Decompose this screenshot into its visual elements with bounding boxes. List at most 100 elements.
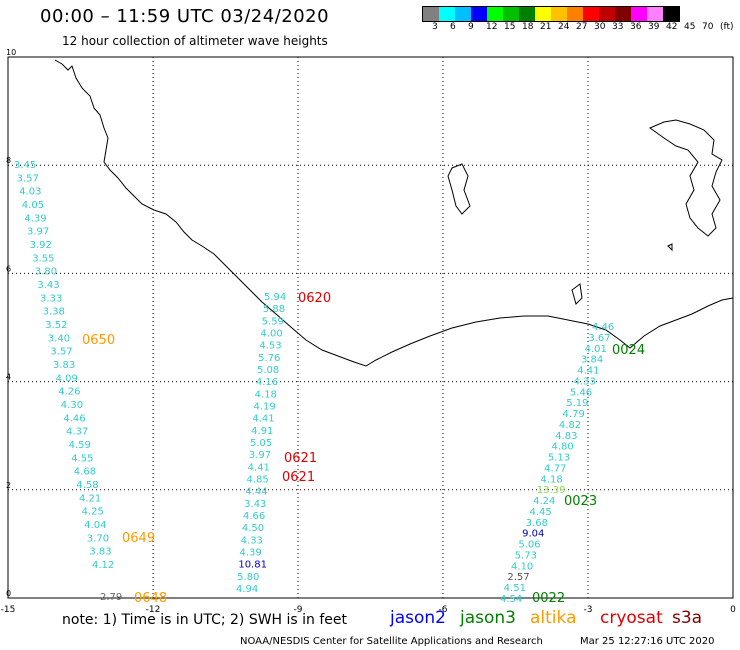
pass-track-0620: 5.945.885.59 4.004.535.765.084.164.18 4.19… — [236, 292, 286, 595]
wave-height-value: 4.77 — [544, 463, 566, 474]
color-scale-label: 27 — [576, 22, 588, 32]
y-tick-label: 4 — [6, 373, 11, 382]
wave-height-value: 4.59 — [69, 440, 91, 451]
color-swatch — [487, 7, 503, 21]
wave-height-value: 4.26 — [58, 387, 80, 398]
pass-time-label: 0621 — [284, 451, 317, 466]
pass-track-0024: 4.463.674.013.844.414.335.465.194.794.82… — [500, 322, 614, 605]
y-tick-label: 8 — [6, 156, 11, 165]
color-scale-label: (ft) — [720, 22, 734, 32]
color-swatch — [567, 7, 583, 21]
map-frame — [7, 56, 734, 599]
wave-height-value: 4.09 — [56, 373, 78, 384]
wave-height-value: 4.39 — [240, 548, 262, 559]
wave-height-value: 5.80 — [237, 572, 259, 583]
pass-time-label: 0649 — [122, 531, 155, 546]
color-scale-label: 24 — [558, 22, 570, 32]
color-scale-label: 42 — [666, 22, 678, 32]
legend-jason3: jason3 — [460, 608, 516, 628]
wave-height-value: 4.82 — [559, 420, 581, 431]
generated-date: Mar 25 12:27:16 UTC 2020 — [580, 636, 715, 647]
wave-height-value: 3.83 — [53, 360, 75, 371]
wave-height-value: 4.00 — [261, 329, 283, 340]
wave-height-value: 4.41 — [577, 366, 599, 377]
wave-height-value: 3.45 — [14, 160, 36, 171]
color-swatch — [423, 7, 439, 21]
color-swatch — [503, 7, 519, 21]
wave-height-value: 5.94 — [264, 292, 286, 303]
wave-height-value: 5.59 — [262, 316, 284, 327]
pass-time-label: 0621 — [282, 470, 315, 485]
color-swatch — [455, 7, 471, 21]
color-scale-label: 30 — [594, 22, 606, 32]
x-tick-label: -12 — [146, 605, 161, 615]
wave-height-value: 3.57 — [50, 347, 72, 358]
wave-height-value: 4.68 — [74, 467, 96, 478]
wave-height-value: 9.04 — [522, 529, 544, 540]
wave-height-value: 4.54 — [500, 594, 522, 605]
wave-height-value: 4.66 — [243, 511, 265, 522]
wave-height-value: 5.06 — [518, 540, 540, 551]
wave-height-value: 5.76 — [258, 353, 280, 364]
wave-height-value: 5.05 — [250, 438, 272, 449]
y-tick-label: 6 — [6, 264, 11, 273]
wave-height-value: 4.41 — [252, 414, 274, 425]
wave-height-value: 4.24 — [533, 496, 555, 507]
legend-cryosat: cryosat — [600, 608, 663, 628]
wave-height-value: 5.08 — [257, 365, 279, 376]
wave-height-value: 3.43 — [244, 499, 266, 510]
pass-time-label: 0648 — [134, 591, 167, 606]
footer-note: note: 1) Time is in UTC; 2) SWH is in fe… — [62, 612, 348, 628]
wave-height-value: 4.21 — [79, 493, 101, 504]
color-swatch — [663, 7, 679, 21]
wave-height-value: 4.16 — [256, 377, 278, 388]
wave-height-value: 4.83 — [555, 431, 577, 442]
color-scale-label: 18 — [522, 22, 534, 32]
wave-height-value: 2.79 — [100, 592, 122, 603]
color-swatch — [599, 7, 615, 21]
pass-track-0650: 3.45 3.57 4.03 4.05 4.39 3.97 3.92 3.55 3.80 3.43… — [14, 160, 114, 571]
pass-time-label: 0022 — [532, 591, 565, 606]
wave-height-value: 4.25 — [82, 507, 104, 518]
wave-height-value: 4.53 — [259, 341, 281, 352]
wave-height-value: 5.46 — [570, 387, 592, 398]
x-tick-label: -6 — [439, 605, 448, 615]
color-scale-labels: 3 6 9 12 15 18 21 24 27 30 33 36 39 42 45 70 (ft) — [422, 22, 740, 34]
y-tick-label: 10 — [6, 48, 16, 57]
wave-height-value: 4.85 — [247, 475, 269, 486]
wave-height-value: 4.91 — [251, 426, 273, 437]
wave-height-value: 4.03 — [19, 187, 41, 198]
wave-height-value: 3.52 — [45, 320, 67, 331]
color-scale-label: 6 — [450, 22, 456, 32]
grid-lines — [8, 57, 733, 598]
wave-height-value: 3.55 — [32, 253, 54, 264]
wave-height-value: 3.83 — [89, 547, 111, 558]
x-tick-label: -15 — [1, 605, 16, 615]
color-scale-label: 3 — [432, 22, 438, 32]
wave-height-value: 10.81 — [238, 560, 267, 571]
wave-height-value: 4.58 — [76, 480, 98, 491]
wave-height-value: 4.10 — [511, 561, 533, 572]
wave-height-value: 3.92 — [30, 240, 52, 251]
wave-height-value: 3.68 — [526, 518, 548, 529]
wave-height-value: 4.04 — [84, 520, 106, 531]
wave-height-value: 4.05 — [22, 200, 44, 211]
color-swatch — [615, 7, 631, 21]
wave-height-value: 4.79 — [563, 409, 585, 420]
color-swatch — [439, 7, 455, 21]
wave-height-value: 3.84 — [581, 355, 603, 366]
wave-height-value: 4.30 — [61, 400, 83, 411]
legend-jason2: jason2 — [390, 608, 446, 628]
wave-height-value: 3.97 — [27, 227, 49, 238]
pass-time-label: 0024 — [612, 343, 645, 358]
x-tick-label: 0 — [730, 605, 736, 615]
wave-height-value: 4.41 — [248, 462, 270, 473]
map-subtitle: 12 hour collection of altimeter wave hei… — [62, 34, 328, 48]
color-scale-bar — [422, 6, 680, 22]
wave-height-value: 4.33 — [241, 535, 263, 546]
color-scale-label: 70 — [702, 22, 714, 32]
wave-height-value: 4.18 — [540, 474, 562, 485]
x-tick-label: -3 — [584, 605, 593, 615]
